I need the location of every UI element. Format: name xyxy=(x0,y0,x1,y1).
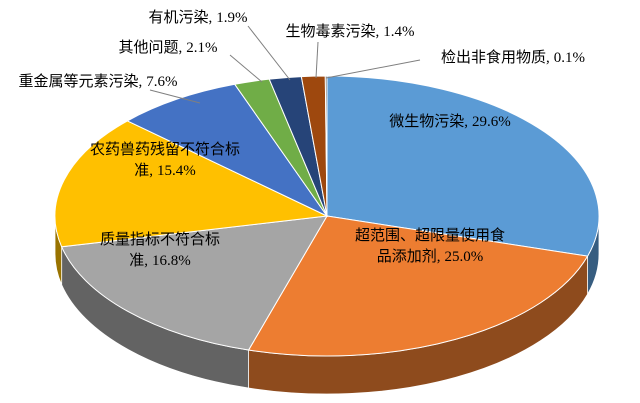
slice-label: 农药兽药残留不符合标准, 15.4% xyxy=(75,140,255,182)
category-name: 超范围、超限量使用食品添加剂, xyxy=(355,228,506,265)
slice-label: 有机污染, 1.9% xyxy=(138,8,258,29)
category-name: 农药兽药残留不符合标准, xyxy=(89,142,240,179)
category-name: 质量指标不符合标准, xyxy=(99,232,220,269)
slice-label: 生物毒素污染, 1.4% xyxy=(270,22,430,43)
value-label: 29.6% xyxy=(472,114,511,130)
leader-line xyxy=(247,25,291,81)
slice-label: 微生物污染, 29.6% xyxy=(385,112,515,133)
category-name: 重金属等元素污染, xyxy=(18,74,143,90)
slice-label: 其他问题, 2.1% xyxy=(108,38,228,59)
leader-line xyxy=(229,54,263,83)
value-label: 0.1% xyxy=(553,50,585,66)
pie-slice xyxy=(54,120,329,248)
slice-label: 超范围、超限量使用食品添加剂, 25.0% xyxy=(355,226,505,268)
pie-slice xyxy=(126,83,329,218)
category-name: 有机污染, xyxy=(148,10,213,26)
pie-slice xyxy=(324,75,328,217)
value-label: 16.8% xyxy=(152,253,191,269)
pie-slice xyxy=(60,215,328,351)
category-name: 检出非食用物质, xyxy=(440,50,550,66)
pie-slice xyxy=(326,75,600,257)
slice-label: 重金属等元素污染, 7.6% xyxy=(18,72,178,93)
slice-label: 质量指标不符合标准, 16.8% xyxy=(95,230,225,272)
value-label: 25.0% xyxy=(444,249,484,265)
value-label: 15.4% xyxy=(157,163,196,179)
leader-line xyxy=(149,89,201,104)
category-name: 生物毒素污染, xyxy=(285,24,380,40)
value-label: 1.9% xyxy=(216,10,248,26)
value-label: 1.4% xyxy=(383,24,415,40)
leader-line xyxy=(315,41,319,79)
value-label: 2.1% xyxy=(186,40,218,56)
slice-label: 检出非食用物质, 0.1% xyxy=(418,48,608,69)
leader-line xyxy=(325,59,421,79)
pie-slice xyxy=(247,215,589,357)
category-name: 其他问题, xyxy=(118,40,183,56)
category-name: 微生物污染, xyxy=(389,114,468,130)
value-label: 7.6% xyxy=(146,74,178,90)
